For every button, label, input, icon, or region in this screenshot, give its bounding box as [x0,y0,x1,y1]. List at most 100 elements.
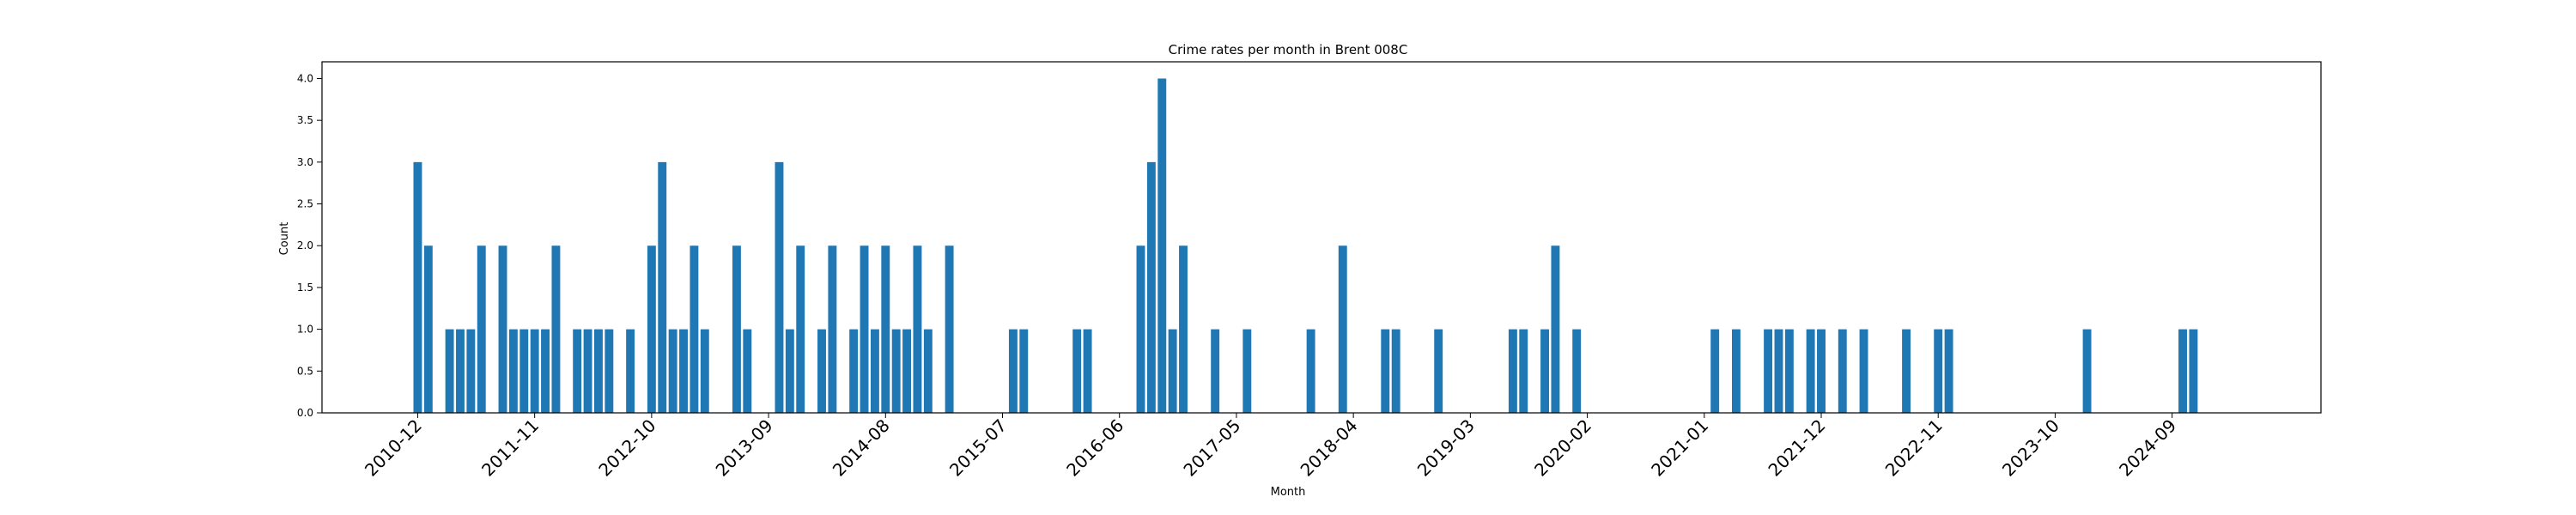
y-tick-label: 1.5 [297,282,313,294]
bar-2016-09 [1146,161,1156,413]
bars-group [413,78,2198,413]
bar-2021-07 [1764,329,1773,413]
y-tick-label: 2.5 [297,198,313,210]
bar-2016-12 [1179,245,1188,413]
bar-2020-01 [1572,329,1582,413]
x-tick-label: 2024-09 [2115,415,2180,481]
bar-2014-02 [817,329,826,413]
y-tick-label: 1.0 [297,324,313,336]
y-tick-label: 4.0 [297,72,313,84]
chart-title: Crime rates per month in Brent 008C [1169,42,1408,58]
bar-2021-11 [1806,329,1815,413]
bar-2012-05 [594,329,603,413]
bar-2019-08 [1519,329,1528,413]
bar-2014-09 [891,329,901,413]
x-tick-label: 2017-05 [1179,415,1244,481]
bar-2014-07 [870,329,879,413]
x-tick-label: 2014-08 [829,415,894,481]
x-tick-label: 2010-12 [361,415,426,481]
bar-2019-10 [1540,329,1549,413]
bar-2011-01 [423,245,433,413]
bar-2012-10 [647,245,656,413]
bar-2013-10 [775,161,784,413]
bar-2011-10 [519,329,529,413]
bar-2022-08 [1902,329,1911,413]
bar-2013-01 [679,329,688,413]
bar-2014-12 [923,329,933,413]
x-tick-label: 2011-11 [477,415,543,481]
bar-2014-10 [902,329,912,413]
bar-2012-04 [583,329,592,413]
x-axis-ticks: 2010-12 2011-11 2012-10 2013-09 2014-08 2015-… [361,413,2180,481]
bar-2018-12 [1434,329,1443,413]
bar-2016-08 [1136,245,1145,413]
bar-2013-07 [743,329,752,413]
x-tick-label: 2021-12 [1764,415,1829,481]
y-tick-label: 0.0 [297,407,313,419]
x-tick-label: 2021-01 [1647,415,1712,481]
bar-2013-12 [796,245,805,413]
y-tick-label: 2.0 [297,239,313,251]
bar-2022-12 [1944,329,1953,413]
bar-2019-07 [1508,329,1517,413]
bar-2015-02 [945,245,954,413]
bar-2021-09 [1784,329,1794,413]
bar-2011-11 [530,329,539,413]
bar-2024-01 [2082,329,2092,413]
bar-2012-06 [605,329,614,413]
bar-2024-10 [2178,329,2187,413]
bar-2012-01 [551,245,561,413]
y-axis-label: Count [278,222,291,256]
bar-2011-12 [541,329,550,413]
bar-2021-08 [1774,329,1783,413]
bar-2022-04 [1859,329,1868,413]
x-tick-label: 2013-09 [712,415,777,481]
x-tick-label: 2019-03 [1413,415,1479,481]
bar-2013-11 [785,329,794,413]
bar-2021-04 [1731,329,1741,413]
x-axis-label: Month [1271,486,1306,499]
bar-2014-06 [860,245,869,413]
bar-2011-03 [445,329,454,413]
bar-2017-12 [1306,329,1315,413]
y-tick-label: 0.5 [297,365,313,377]
bar-2011-05 [466,329,476,413]
bar-2012-12 [668,329,677,413]
bar-2013-03 [700,329,709,413]
bar-2018-08 [1391,329,1400,413]
bar-2022-02 [1838,329,1847,413]
y-tick-label: 3.0 [297,156,313,168]
bar-2014-08 [881,245,890,413]
y-tick-label: 3.5 [297,114,313,126]
bar-2015-08 [1008,329,1018,413]
bar-2010-12 [413,161,422,413]
x-tick-label: 2023-10 [1998,415,2063,481]
bar-2015-09 [1019,329,1029,413]
bar-2016-03 [1083,329,1092,413]
bar-2011-08 [498,245,507,413]
bar-2014-05 [849,329,859,413]
bar-2013-06 [732,245,741,413]
bar-2022-11 [1934,329,1943,413]
bar-2018-03 [1338,245,1347,413]
x-tick-label: 2015-07 [945,415,1011,481]
plot-frame [321,61,2322,414]
bar-2011-06 [477,245,486,413]
bar-2014-11 [913,245,922,413]
bar-2018-07 [1381,329,1390,413]
bar-2011-04 [456,329,465,413]
bar-2016-11 [1168,329,1177,413]
x-tick-label: 2022-11 [1881,415,1947,481]
bar-2017-03 [1211,329,1220,413]
bar-2016-02 [1072,329,1082,413]
bar-2017-06 [1242,329,1252,413]
bar-2012-11 [658,161,667,413]
bar-2011-09 [508,329,518,413]
x-tick-label: 2016-06 [1062,415,1127,481]
bar-2024-11 [2189,329,2198,413]
bar-2014-03 [828,245,837,413]
bar-2012-03 [573,329,582,413]
bar-2012-08 [626,329,635,413]
bar-2019-11 [1551,245,1560,413]
